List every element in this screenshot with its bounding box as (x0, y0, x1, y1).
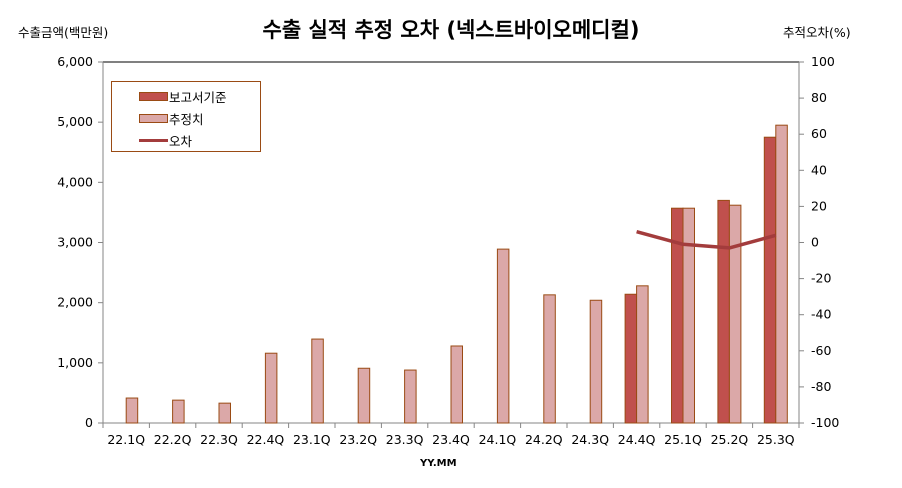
right-tick-label: 60 (811, 126, 827, 141)
legend-item-error: 오차 (139, 131, 192, 149)
left-tick-label: 6,000 (57, 54, 93, 69)
x-tick-label: 23.1Q (293, 432, 331, 447)
x-tick-label: 22.2Q (154, 432, 192, 447)
estimate-bar (496, 248, 510, 424)
estimate-bar (172, 399, 185, 424)
x-tick-label: 22.4Q (247, 432, 285, 447)
legend-label: 추정치 (169, 111, 204, 127)
right-tick-label: 0 (811, 235, 819, 250)
error-line-swatch-icon (139, 138, 168, 142)
x-tick-label: 23.3Q (386, 432, 424, 447)
left-tick-label: 5,000 (57, 114, 93, 129)
estimate-bar (125, 397, 139, 424)
estimate-bar (775, 124, 788, 424)
x-tick-label: 23.4Q (432, 432, 470, 447)
estimate-bar (728, 204, 742, 424)
x-axis: 22.1Q 22.2Q 22.3Q 22.4Q 23.1Q 23.2Q 23.3Q 23.4Q… (98, 422, 804, 447)
right-tick-label: -60 (811, 343, 831, 358)
right-tick-label: -40 (811, 307, 831, 322)
left-tick-label: 4,000 (57, 174, 93, 189)
left-axis: 6,000 5,000 4,000 3,000 2,000 1,000 0 (57, 54, 799, 430)
x-axis-title: YY.MM (420, 458, 457, 469)
legend-item-report: 보고서기준 (139, 87, 227, 105)
estimate-bar (357, 367, 371, 424)
right-tick-label: 20 (811, 198, 827, 213)
error-line-series (636, 229, 777, 250)
x-tick-label: 24.1Q (479, 432, 517, 447)
x-tick-label: 25.1Q (664, 432, 702, 447)
bar-series (125, 124, 788, 424)
estimate-bar (218, 402, 231, 424)
x-tick-label: 22.1Q (107, 432, 145, 447)
report-swatch-icon (139, 91, 168, 101)
estimate-bar (404, 369, 417, 424)
chart-title: 수출 실적 추정 오차 (넥스트바이오메디컬) (262, 18, 640, 42)
left-tick-label: 2,000 (57, 295, 93, 310)
estimate-bar (311, 338, 324, 424)
legend-label: 오차 (169, 133, 193, 149)
report-bar (624, 293, 638, 424)
left-tick-label: 1,000 (57, 355, 93, 370)
estimate-bar (636, 285, 649, 424)
right-tick-label: -20 (811, 271, 831, 286)
right-axis: 100 80 60 40 20 0 -20 -40 -60 -80 -100 (798, 54, 839, 430)
x-tick-label: 24.4Q (618, 432, 656, 447)
right-tick-label: 80 (811, 90, 827, 105)
left-axis-title: 수출금액(백만원) (18, 25, 109, 40)
right-tick-label: -100 (811, 415, 839, 430)
x-tick-label: 22.3Q (200, 432, 238, 447)
x-tick-label: 25.3Q (757, 432, 795, 447)
left-tick-label: 3,000 (57, 235, 93, 250)
estimate-bar (450, 345, 463, 424)
legend-label: 보고서기준 (169, 89, 227, 105)
right-tick-label: 100 (811, 54, 835, 69)
report-bar (717, 199, 730, 424)
x-tick-label: 24.2Q (525, 432, 563, 447)
x-tick-label: 24.3Q (571, 432, 609, 447)
estimate-bar (543, 294, 556, 424)
estimate-swatch-icon (139, 113, 168, 123)
estimate-bar (682, 207, 695, 424)
estimate-bar (589, 299, 603, 424)
x-tick-label: 23.2Q (339, 432, 377, 447)
right-tick-label: 40 (811, 162, 827, 177)
legend-item-estimate: 추정치 (139, 109, 204, 127)
right-tick-label: -80 (811, 379, 831, 394)
report-bar (763, 136, 777, 424)
right-axis-title: 추적오차(%) (783, 25, 851, 40)
error-line (636, 229, 777, 250)
x-tick-label: 25.2Q (711, 432, 749, 447)
left-tick-label: 0 (85, 415, 93, 430)
estimate-bar (264, 352, 278, 424)
legend: 보고서기준 추정치 오차 (111, 81, 261, 152)
